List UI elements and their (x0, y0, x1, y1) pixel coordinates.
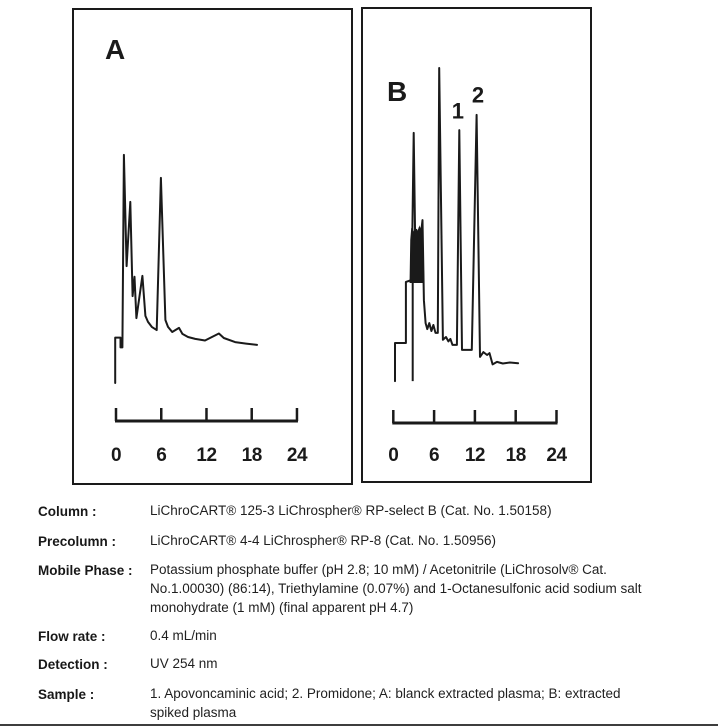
bottom-divider (0, 724, 718, 726)
spec-value-line: LiChroCART® 4-4 LiChrospher® RP-8 (Cat. … (150, 533, 497, 548)
panel-border (361, 7, 592, 483)
spec-value-line: monohydrate (1 mM) (final apparent pH 4.… (150, 600, 414, 615)
spec-value: Potassium phosphate buffer (pH 2.8; 10 m… (150, 560, 710, 617)
time-axis: 0 6 12 18 24 (111, 408, 308, 466)
axis-tick-label: 12 (465, 445, 485, 466)
chromatogram-svg-a: A 0 6 12 18 24 (72, 8, 353, 485)
peak-label: 1 (452, 98, 464, 123)
spec-value-line: 0.4 mL/min (150, 628, 217, 643)
spec-value: LiChroCART® 125-3 LiChrospher® RP-select… (150, 501, 710, 520)
axis-tick-label: 0 (388, 445, 398, 466)
spec-label: Sample : (38, 687, 95, 702)
spec-value-line: Potassium phosphate buffer (pH 2.8; 10 m… (150, 562, 607, 577)
spec-value: 0.4 mL/min (150, 626, 710, 645)
spec-value-line: spiked plasma (150, 705, 237, 720)
spec-value: LiChroCART® 4-4 LiChrospher® RP-8 (Cat. … (150, 531, 710, 550)
spec-value-line: No.1.00030) (86:14), Triethylamine (0.07… (150, 581, 642, 596)
axis-tick-label: 24 (287, 445, 308, 466)
axis-tick-label: 18 (506, 445, 526, 466)
time-axis: 0 6 12 18 24 (388, 410, 568, 466)
chromatogram-panel-a: A 0 6 12 18 24 (72, 8, 353, 485)
chromatogram-svg-b: B 12 0 6 12 18 24 (361, 7, 592, 483)
axis-tick-label: 6 (429, 445, 439, 466)
spec-label: Precolumn : (38, 534, 117, 549)
spec-label: Detection : (38, 657, 108, 672)
axis-tick-label: 6 (156, 445, 166, 466)
spec-label: Mobile Phase : (38, 563, 133, 578)
axis-tick-label: 18 (242, 445, 262, 466)
spec-label: Column : (38, 504, 97, 519)
axis-tick-label: 12 (196, 445, 216, 466)
spec-value: 1. Apovoncaminic acid; 2. Promidone; A: … (150, 684, 710, 722)
spec-value-line: 1. Apovoncaminic acid; 2. Promidone; A: … (150, 686, 621, 701)
peak-label: 2 (472, 83, 484, 108)
chromatogram-trace (114, 153, 258, 384)
panel-border (72, 8, 353, 485)
axis-tick-label: 0 (111, 445, 121, 466)
panel-letter: B (387, 76, 407, 107)
chromatogram-panel-b: B 1 2 0 6 12 18 24 (361, 7, 592, 483)
spec-value: UV 254 nm (150, 654, 710, 673)
spec-value-line: LiChroCART® 125-3 LiChrospher® RP-select… (150, 503, 552, 518)
spec-label: Flow rate : (38, 629, 106, 644)
panel-letter: A (105, 34, 125, 65)
spec-value-line: UV 254 nm (150, 656, 218, 671)
axis-tick-label: 24 (546, 445, 567, 466)
chromatogram-trace (394, 67, 520, 383)
